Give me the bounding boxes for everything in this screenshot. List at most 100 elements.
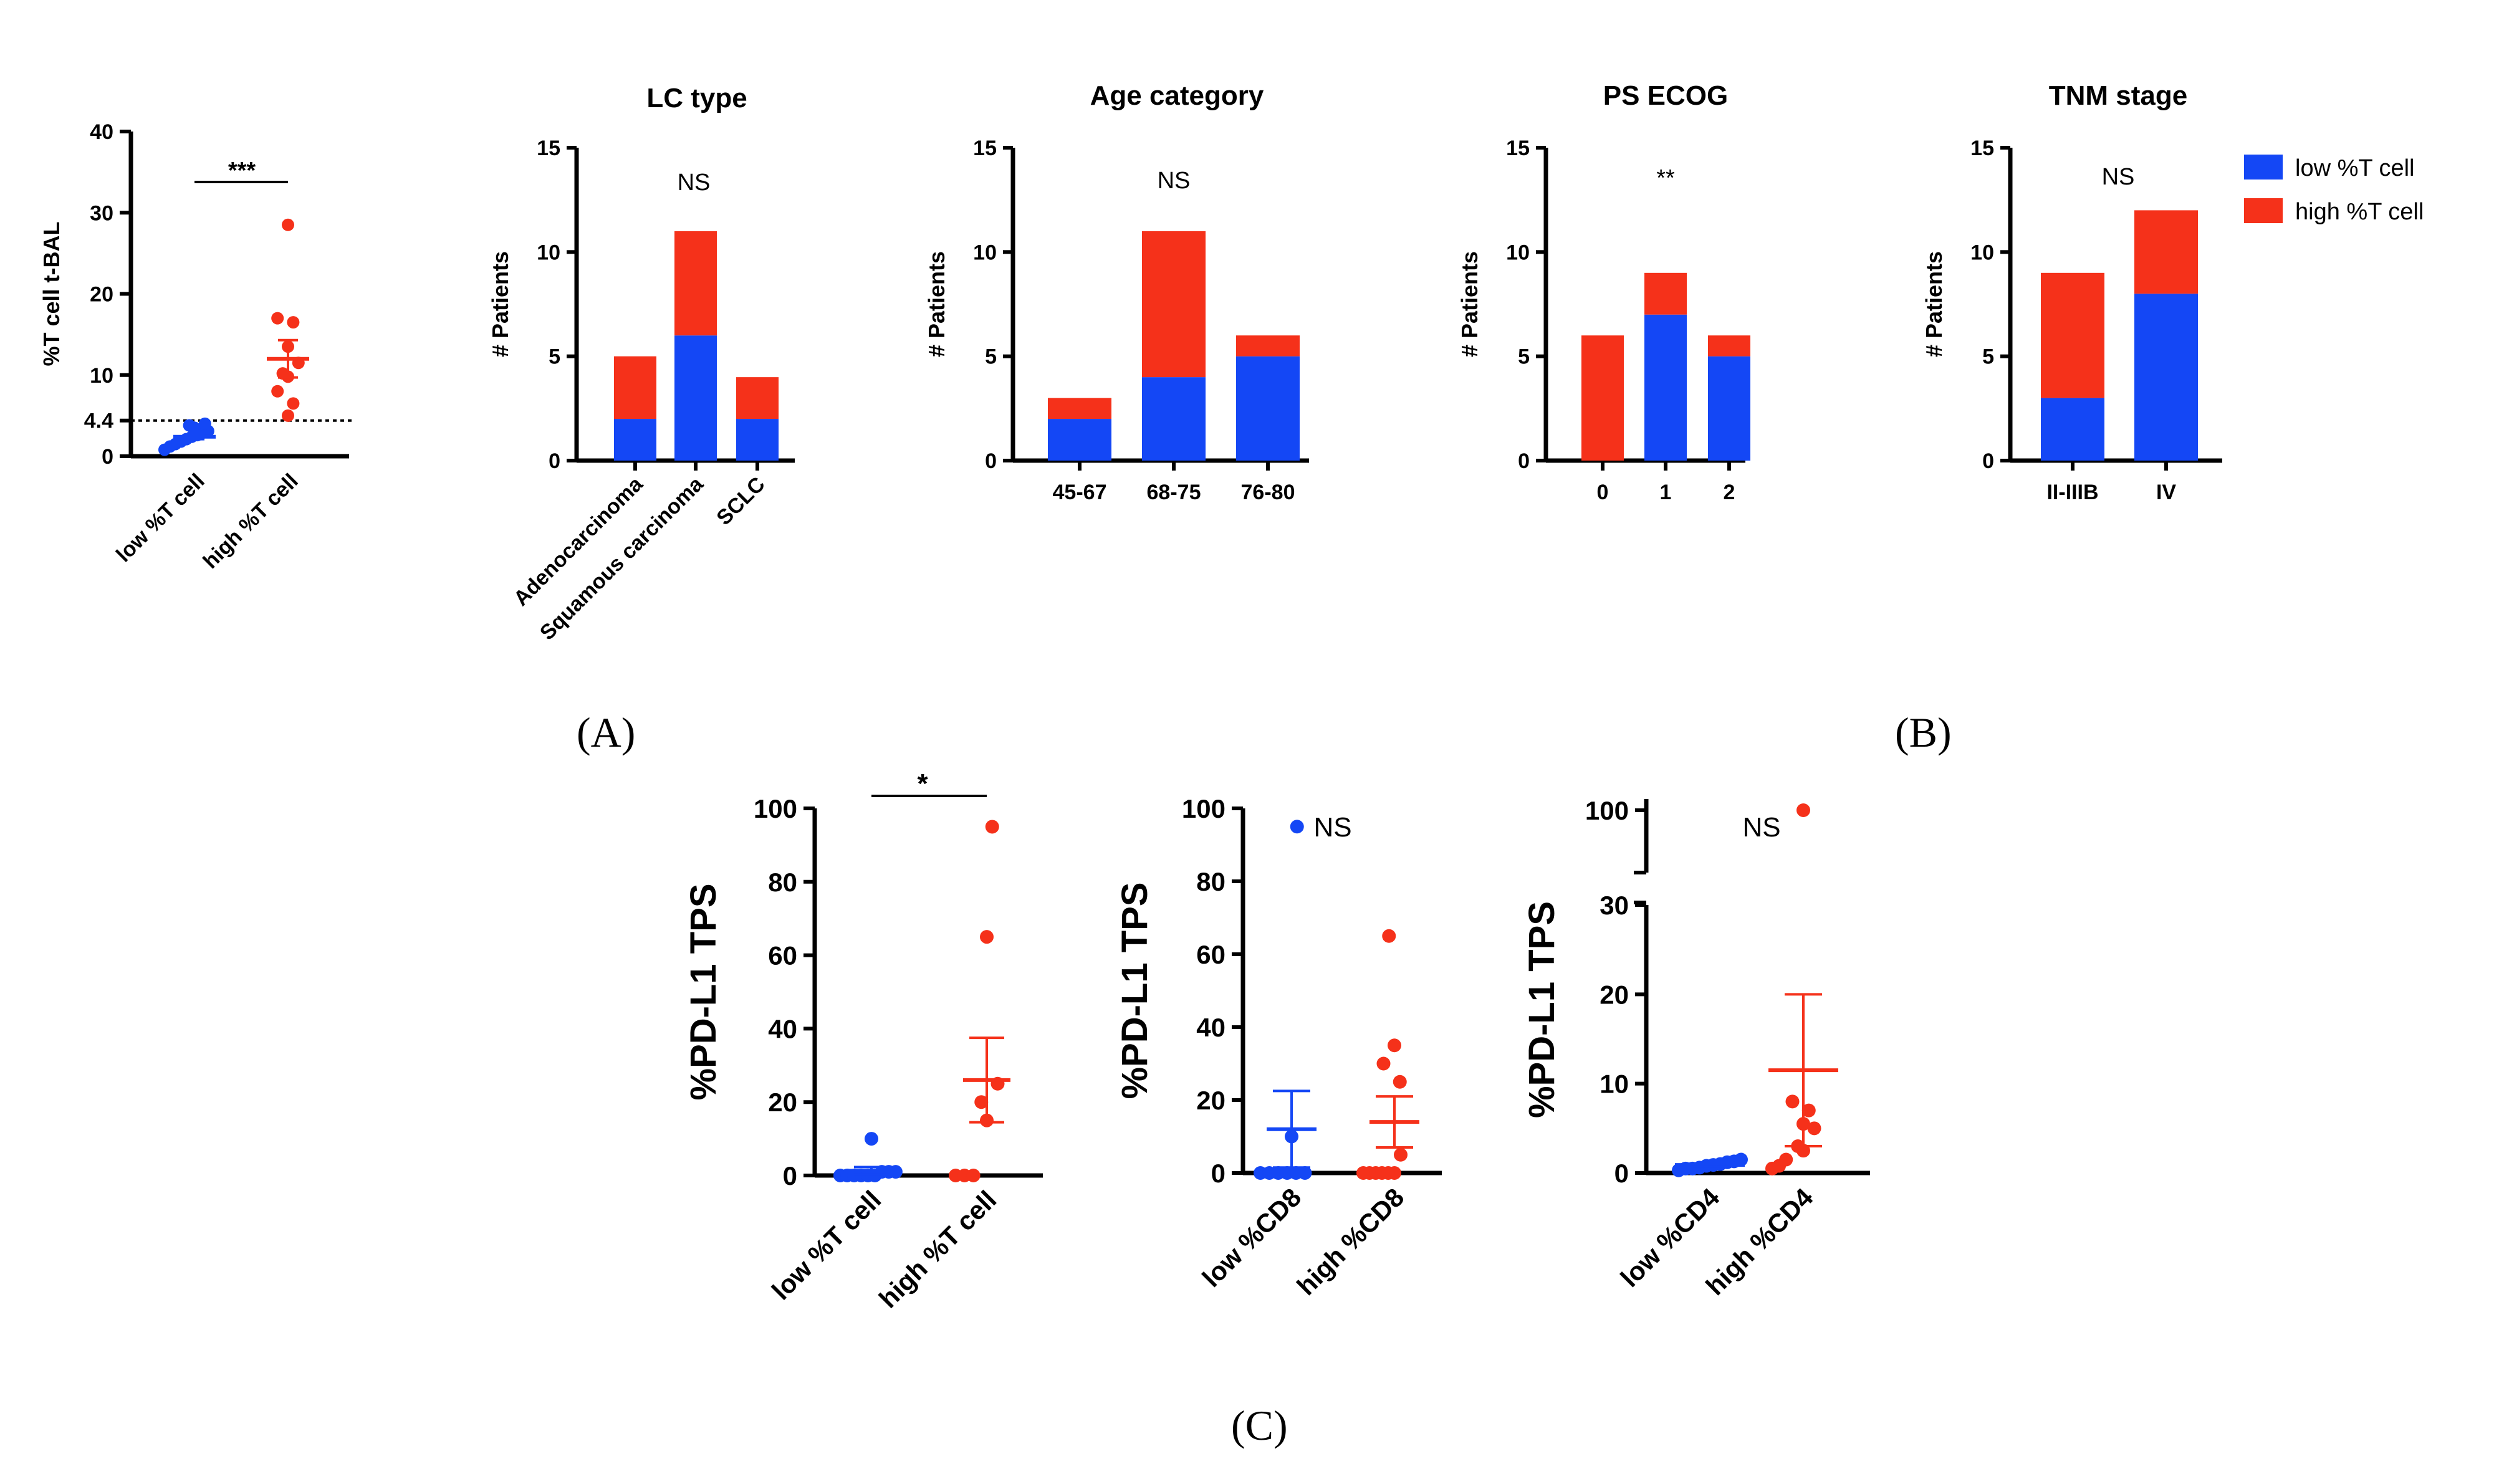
y-tick-label: 60 <box>1196 940 1226 969</box>
y-tick-label: 80 <box>768 868 797 897</box>
data-point-high <box>1388 1166 1401 1180</box>
significance-label: NS <box>1742 812 1780 843</box>
y-axis-label: %PD-L1 TPS <box>1115 882 1155 1099</box>
y-tick-label: 100 <box>754 794 797 823</box>
y-tick-label: 20 <box>90 283 113 307</box>
y-tick-label: 10 <box>1600 1070 1629 1099</box>
data-point-high <box>966 1169 981 1182</box>
y-axis-label: %T cell t-BAL <box>39 221 64 366</box>
y-tick-label: 0 <box>1211 1159 1226 1188</box>
data-point-high <box>1394 1147 1408 1162</box>
data-point-high <box>287 397 300 410</box>
bar-segment-low <box>1708 356 1750 461</box>
y-tick-label: 80 <box>1196 867 1226 896</box>
data-point-high <box>1376 1056 1391 1071</box>
bar-segment-high <box>1644 272 1687 315</box>
y-tick-label: 10 <box>537 241 560 264</box>
bar-segment-high <box>1581 335 1624 461</box>
y-tick-label: 15 <box>1506 136 1530 160</box>
y-tick-label: 40 <box>768 1014 797 1043</box>
panel-b-age-category-chart: Age category # Patients 0 5 10 15 45-67 68-75 76… <box>924 80 1309 504</box>
bar-segment-low <box>736 419 779 461</box>
significance-label: * <box>917 768 928 799</box>
significance-label: *** <box>228 158 256 184</box>
data-point-high <box>271 312 284 325</box>
y-tick-label: 0 <box>102 445 113 469</box>
data-point-high <box>1388 1038 1401 1053</box>
data-point-high <box>1807 1121 1821 1136</box>
y-tick-label: 20 <box>768 1088 797 1117</box>
y-tick-label: 0 <box>549 449 560 473</box>
data-point-low <box>865 1132 878 1146</box>
x-tick-label: 45-67 <box>1053 481 1107 504</box>
bar-segment-high <box>2134 210 2198 294</box>
y-tick-label: 10 <box>1970 241 1994 264</box>
panel-label-c: (C) <box>1231 1402 1288 1449</box>
significance-label: NS <box>2102 164 2135 190</box>
y-tick-label: 100 <box>1182 794 1226 823</box>
bar-segment-high <box>1048 398 1111 419</box>
data-point-high <box>1382 929 1396 943</box>
data-point-low <box>1298 1166 1312 1180</box>
chart-title: TNM stage <box>2049 80 2187 111</box>
panel-label-b: (B) <box>1895 709 1952 756</box>
x-tick-label: low %T cell <box>766 1185 886 1305</box>
data-point-low <box>183 419 196 432</box>
significance-label: ** <box>1656 165 1675 191</box>
y-axis-label: # Patients <box>924 251 949 357</box>
data-point-high <box>271 385 284 398</box>
x-tick-label: high %T cell <box>199 469 303 573</box>
chart-title: LC type <box>646 83 747 113</box>
significance-label: NS <box>678 170 711 196</box>
data-point-high <box>282 218 294 231</box>
x-tick-label: low %T cell <box>112 469 209 567</box>
x-tick-label: high %T cell <box>873 1185 1002 1313</box>
legend: low %T cell high %T cell <box>2244 155 2424 225</box>
data-point-high <box>974 1095 989 1109</box>
data-point-high <box>282 409 294 422</box>
significance-label: NS <box>1158 168 1191 194</box>
y-axis-label: # Patients <box>487 251 513 357</box>
y-tick-label: 0 <box>783 1161 797 1190</box>
data-point-high <box>1785 1094 1800 1109</box>
bar-segment-high <box>736 377 779 419</box>
data-point-low <box>888 1165 903 1179</box>
bar-segment-low <box>1644 314 1687 461</box>
data-point-low <box>1734 1152 1748 1167</box>
data-point-high <box>1393 1075 1407 1089</box>
bar-segment-low <box>2134 294 2198 461</box>
bar-segment-high <box>1236 335 1300 357</box>
y-tick-label: 60 <box>768 941 797 970</box>
y-axis-label: %PD-L1 TPS <box>683 883 724 1100</box>
y-axis-label: # Patients <box>1457 251 1482 357</box>
data-point-high <box>980 930 994 944</box>
y-tick-label: 20 <box>1196 1086 1226 1115</box>
bar-segment-high <box>674 231 717 336</box>
x-tick-label: high %CD8 <box>1291 1182 1409 1301</box>
bar-segment-low <box>1048 419 1111 461</box>
y-tick-label: 5 <box>1982 345 1994 369</box>
x-tick-label: 68-75 <box>1147 481 1201 504</box>
x-tick-label: 2 <box>1724 481 1735 504</box>
panel-b-lc-type-chart: LC type# Patients051015AdenocarcinomaSqu… <box>487 83 795 645</box>
legend-label-high: high %T cell <box>2295 199 2424 225</box>
y-tick-label: 0 <box>985 449 997 473</box>
y-tick-label-threshold: 4.4 <box>84 409 113 433</box>
legend-swatch-high <box>2244 198 2283 223</box>
y-tick-label: 30 <box>90 201 113 225</box>
y-tick-label: 5 <box>985 345 997 369</box>
y-axis-label: # Patients <box>1921 251 1947 357</box>
x-tick-label: 0 <box>1597 481 1609 504</box>
legend-swatch-low <box>2244 155 2283 180</box>
data-point-high <box>287 316 300 329</box>
chart-title: PS ECOG <box>1603 80 1729 111</box>
data-point-low <box>198 417 211 430</box>
x-tick-label: low %CD8 <box>1197 1182 1307 1293</box>
bar-segment-low <box>614 419 656 461</box>
y-tick-label: 40 <box>1196 1013 1226 1042</box>
y-tick-label: 30 <box>1600 891 1629 920</box>
x-tick-label: 76-80 <box>1241 481 1295 504</box>
